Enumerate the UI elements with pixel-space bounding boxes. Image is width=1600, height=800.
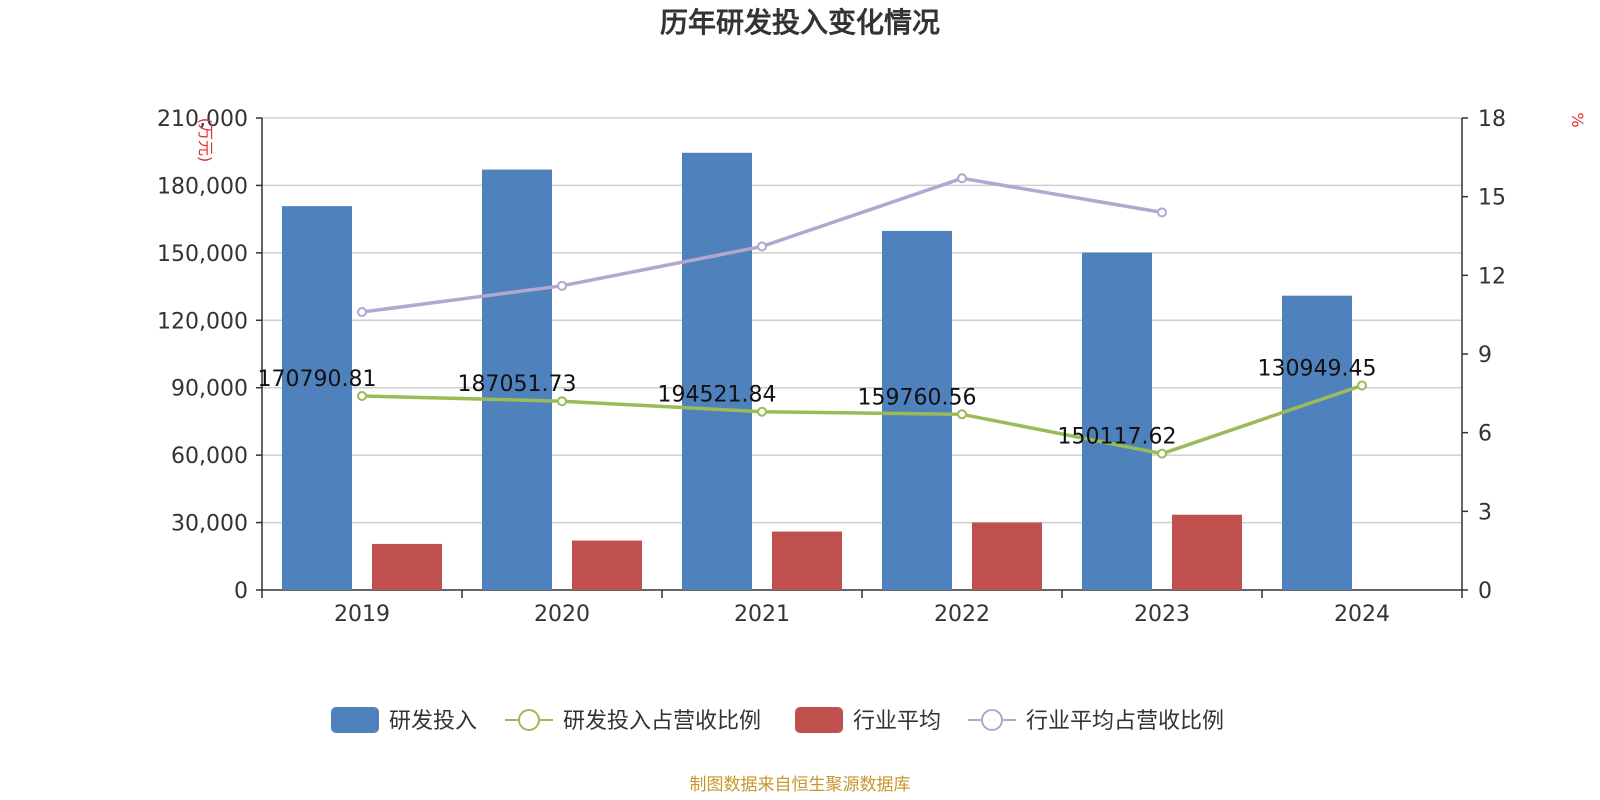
left-axis: 0 30,000 60,000 90,000 120,000 150,000 180,000… xyxy=(157,107,263,604)
point-研发投入占营收比例 xyxy=(757,406,767,417)
source-note: 制图数据来自恒生聚源数据库 xyxy=(690,775,911,795)
bar-研发投入-2022 xyxy=(882,230,952,590)
point-行业平均占营收比例 xyxy=(557,280,567,291)
right-tick-label: 9 xyxy=(1478,343,1492,368)
bar-研发投入-2020 xyxy=(482,169,552,590)
point-研发投入占营收比例 xyxy=(357,390,367,401)
lines xyxy=(357,173,1367,459)
left-tick-label: 0 xyxy=(234,579,248,604)
legend-marker-行业平均占营收比例 xyxy=(981,709,1003,731)
left-tick-label: 150,000 xyxy=(157,242,248,267)
right-tick-label: 6 xyxy=(1478,422,1492,447)
point-行业平均占营收比例 xyxy=(957,173,967,184)
x-tick-label: 2019 xyxy=(334,602,390,627)
bar-行业平均-2020 xyxy=(572,540,642,590)
right-axis: 0 3 6 9 12 15 18 xyxy=(1461,107,1506,604)
bar-行业平均-2021 xyxy=(772,531,842,590)
bar-行业平均-2023 xyxy=(1172,514,1242,590)
data-label: 130949.45 xyxy=(1258,356,1377,381)
left-axis-unit: (万元) xyxy=(196,118,215,163)
left-tick-label: 90,000 xyxy=(171,377,248,402)
right-tick-label: 12 xyxy=(1478,264,1506,289)
bar-研发投入-2019 xyxy=(282,206,352,590)
left-tick-label: 30,000 xyxy=(171,512,248,537)
point-行业平均占营收比例 xyxy=(757,241,767,252)
point-研发投入占营收比例 xyxy=(1157,448,1167,459)
right-tick-label: 0 xyxy=(1478,579,1492,604)
x-tick-label: 2024 xyxy=(1334,602,1390,627)
x-tick-label: 2022 xyxy=(934,602,990,627)
legend-label: 行业平均 xyxy=(853,709,941,734)
x-tick-label: 2023 xyxy=(1134,602,1190,627)
legend-label: 行业平均占营收比例 xyxy=(1026,709,1224,734)
bar-行业平均-2022 xyxy=(972,522,1042,590)
left-tick-label: 60,000 xyxy=(171,444,248,469)
data-label: 150117.62 xyxy=(1058,425,1177,450)
point-行业平均占营收比例 xyxy=(1157,207,1167,218)
grid-lines xyxy=(262,117,1462,524)
point-研发投入占营收比例 xyxy=(557,396,567,407)
chart-title: 历年研发投入变化情况 xyxy=(660,6,940,39)
data-label: 159760.56 xyxy=(858,385,977,410)
legend-swatch-研发投入 xyxy=(331,707,379,733)
data-label: 170790.81 xyxy=(258,367,377,392)
point-行业平均占营收比例 xyxy=(357,307,367,318)
legend-swatch-行业平均 xyxy=(795,707,843,733)
point-研发投入占营收比例 xyxy=(1357,380,1367,391)
right-tick-label: 18 xyxy=(1478,107,1506,132)
line-研发投入占营收比例 xyxy=(361,383,1363,456)
x-axis: 2019 2020 2021 2022 2023 2024 xyxy=(261,589,1463,627)
x-tick-label: 2021 xyxy=(734,602,790,627)
legend: 研发投入 研发投入占营收比例 行业平均 行业平均占营收比例 xyxy=(331,707,1224,734)
data-label: 187051.73 xyxy=(458,372,577,397)
bar-研发投入-2024 xyxy=(1282,295,1352,590)
legend-label: 研发投入 xyxy=(389,709,477,734)
right-axis-unit: % xyxy=(1568,112,1587,127)
bar-研发投入-2021 xyxy=(682,152,752,590)
legend-marker-研发投入占营收比例 xyxy=(518,709,540,731)
point-研发投入占营收比例 xyxy=(957,409,967,420)
data-labels: 170790.81 187051.73 194521.84 159760.56 1501… xyxy=(258,356,1377,449)
right-tick-label: 3 xyxy=(1478,500,1492,525)
bars xyxy=(282,152,1352,590)
left-tick-label: 180,000 xyxy=(157,174,248,199)
data-label: 194521.84 xyxy=(658,383,777,408)
x-tick-label: 2020 xyxy=(534,602,590,627)
left-tick-label: 210,000 xyxy=(157,107,248,132)
left-tick-label: 120,000 xyxy=(157,309,248,334)
bar-研发投入-2023 xyxy=(1082,252,1152,590)
legend-label: 研发投入占营收比例 xyxy=(563,709,761,734)
bar-行业平均-2019 xyxy=(372,543,442,590)
right-tick-label: 15 xyxy=(1478,186,1506,211)
